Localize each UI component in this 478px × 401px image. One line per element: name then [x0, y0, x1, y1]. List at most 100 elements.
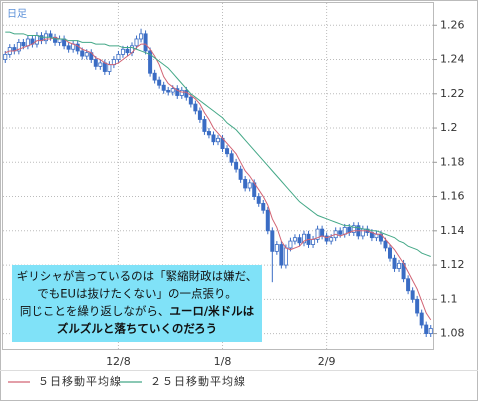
- candle-body: [211, 134, 216, 143]
- candle-body: [229, 153, 234, 163]
- candle-body: [274, 244, 279, 252]
- candle-body: [351, 225, 356, 233]
- y-tick-label: 1.12: [440, 258, 465, 271]
- annotation-box: [12, 265, 262, 342]
- candle-body: [148, 50, 153, 74]
- candle-body: [134, 38, 139, 47]
- candle-body: [283, 247, 288, 266]
- candle-body: [84, 52, 89, 57]
- candle-body: [301, 233, 306, 244]
- x-tick-label: 1/8: [214, 355, 232, 368]
- candle-body: [238, 168, 243, 180]
- candle-body: [324, 235, 329, 242]
- y-tick-label: 1.14: [440, 224, 465, 237]
- candle-body: [428, 328, 433, 334]
- candle-body: [184, 89, 189, 98]
- candle-body: [139, 33, 144, 40]
- candle-body: [193, 103, 198, 112]
- candle-body: [297, 237, 302, 244]
- candle-body: [311, 238, 316, 245]
- candle-body: [179, 89, 184, 96]
- candle-body: [383, 240, 388, 249]
- candle-body: [66, 45, 71, 50]
- ma-line: [5, 31, 431, 257]
- x-tick-label: 2/9: [318, 355, 336, 368]
- candle-body: [125, 48, 130, 54]
- ma-line: [5, 36, 432, 321]
- candle-body: [265, 209, 270, 232]
- annotation-segment: 同じことを繰り返しながら、: [20, 304, 170, 318]
- candle-body: [152, 72, 157, 81]
- candle-body: [288, 240, 293, 249]
- candle-body: [261, 203, 266, 211]
- candle-body: [166, 89, 171, 93]
- candle-body: [424, 324, 429, 334]
- chart-label: 日足: [7, 8, 27, 20]
- y-tick-label: 1.26: [440, 18, 465, 31]
- candle-body: [392, 257, 397, 269]
- candle-body: [197, 110, 202, 120]
- annotation-text: でもEUは抜けたくない」の一点張り。: [37, 286, 236, 300]
- candle-body: [419, 312, 424, 326]
- candle-body: [206, 131, 211, 136]
- y-tick-label: 1.2: [440, 121, 458, 134]
- candle-body: [170, 88, 175, 93]
- candle-body: [120, 48, 125, 55]
- candle-body: [315, 228, 320, 240]
- annotation-segment: ズルズルと落ちていくのだろう: [57, 321, 217, 335]
- candle-body: [16, 41, 21, 52]
- candle-body: [25, 38, 30, 47]
- candle-body: [202, 119, 207, 132]
- candle-body: [188, 96, 193, 105]
- candle-body: [3, 53, 8, 60]
- candle-body: [98, 62, 103, 67]
- candle-body: [143, 33, 148, 52]
- legend-label: ５日移動平均線: [38, 374, 122, 388]
- candle-body: [338, 230, 343, 235]
- candle-body: [34, 35, 39, 45]
- candle-body: [175, 88, 180, 96]
- candle-body: [292, 237, 297, 242]
- candle-body: [80, 50, 85, 57]
- candle-body: [116, 53, 121, 60]
- y-tick-label: 1.16: [440, 190, 465, 203]
- candle-body: [270, 230, 275, 252]
- annotation-segment: ギリシャが言っているのは「緊縮財政は嫌だ、: [17, 269, 258, 283]
- candle-body: [215, 137, 220, 143]
- plot-frame: [2, 2, 434, 350]
- legend-label: ２５日移動平均線: [150, 374, 246, 388]
- y-tick-label: 1.18: [440, 155, 465, 168]
- candle-body: [256, 196, 261, 204]
- candle-body: [247, 182, 252, 189]
- candle-body: [415, 298, 420, 314]
- x-tick-label: 12/8: [106, 355, 131, 368]
- candle-body: [406, 278, 411, 292]
- y-tick-label: 1.22: [440, 87, 465, 100]
- candle-body: [243, 179, 248, 189]
- candle-body: [374, 233, 379, 239]
- candle-body: [320, 228, 325, 237]
- candle-body: [329, 237, 334, 242]
- candle-body: [93, 59, 98, 67]
- candle-body: [387, 247, 392, 259]
- candle-body: [397, 262, 402, 269]
- candle-body: [234, 161, 239, 170]
- candle-body: [48, 33, 53, 38]
- candle-body: [225, 148, 230, 155]
- candle-body: [342, 226, 347, 235]
- candle-body: [157, 79, 162, 86]
- annotation-text: ズルズルと落ちていくのだろう: [57, 321, 217, 335]
- y-tick-label: 1.1: [440, 292, 458, 305]
- candle-body: [410, 290, 415, 300]
- candle-body: [21, 41, 26, 47]
- annotation-text: ギリシャが言っているのは「緊縮財政は嫌だ、: [17, 269, 258, 283]
- y-tick-label: 1.08: [440, 327, 465, 340]
- y-tick-label: 1.24: [440, 53, 465, 66]
- candle-body: [57, 38, 62, 43]
- candle-body: [161, 84, 166, 91]
- candle-body: [107, 64, 112, 72]
- candle-body: [102, 62, 107, 72]
- annotation-text: 同じことを繰り返しながら、ユーロ/米ドルは: [20, 304, 255, 318]
- candle-body: [360, 228, 365, 237]
